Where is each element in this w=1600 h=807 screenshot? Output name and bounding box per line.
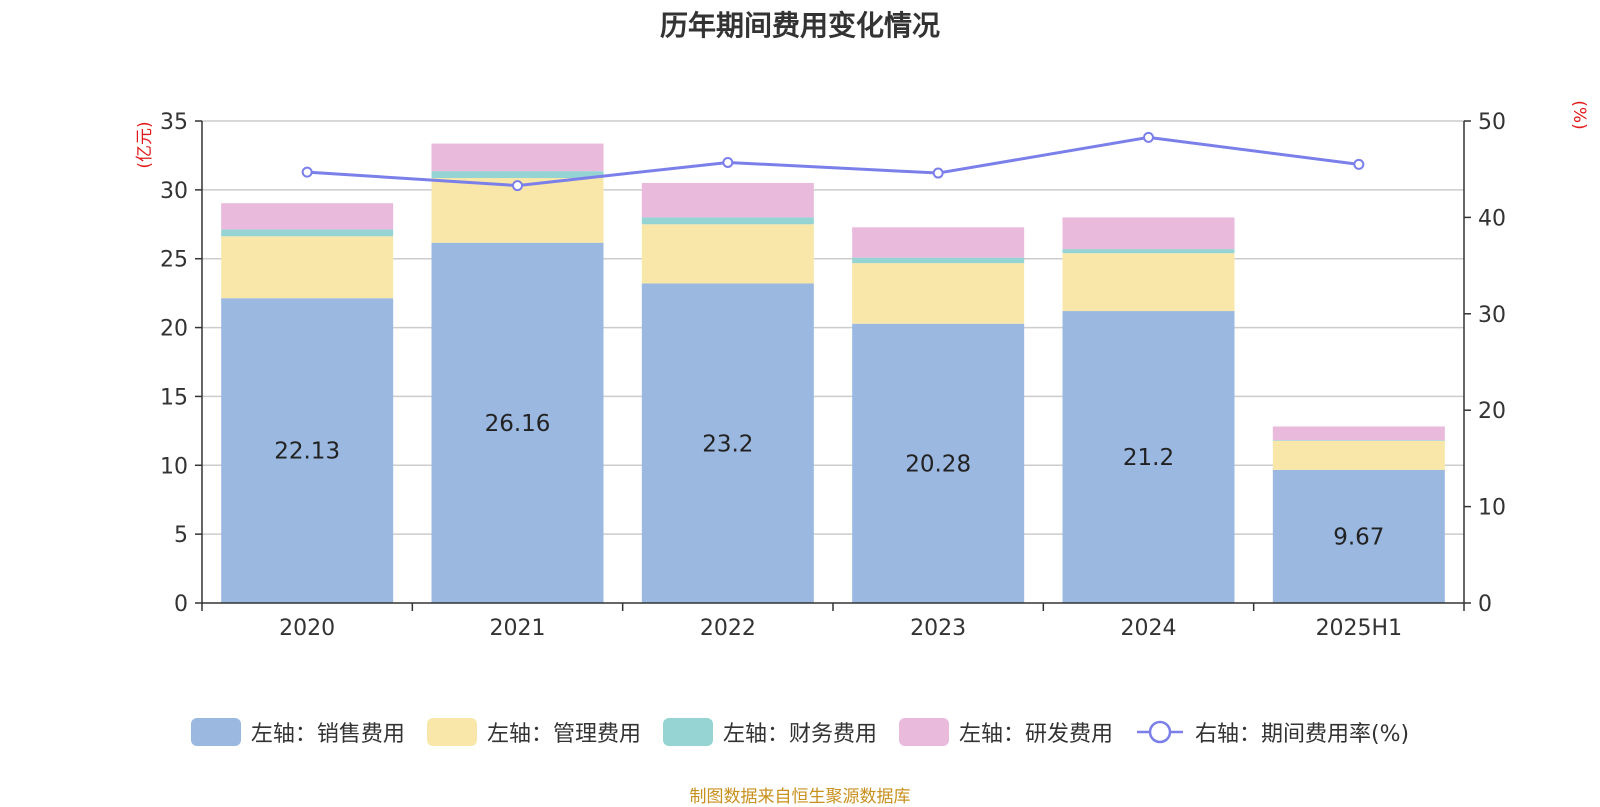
right-tick-label: 50 bbox=[1478, 110, 1506, 135]
legend-item[interactable]: 左轴：销售费用 bbox=[190, 716, 405, 748]
bar-segment bbox=[1062, 249, 1235, 254]
bar-segment bbox=[852, 227, 1025, 258]
legend-swatch bbox=[662, 718, 713, 746]
rate-point bbox=[1143, 131, 1154, 143]
rate-point bbox=[932, 167, 944, 179]
legend-item[interactable]: 右轴：期间费用率(%) bbox=[1135, 716, 1409, 748]
right-axis-unit: (%) bbox=[1569, 100, 1589, 129]
rate-point bbox=[1353, 158, 1365, 170]
bar-segment bbox=[641, 283, 814, 603]
left-tick-label: 30 bbox=[160, 179, 188, 204]
left-tick-label: 25 bbox=[160, 248, 188, 273]
legend-swatch bbox=[426, 718, 477, 746]
rate-point bbox=[512, 180, 523, 192]
bar-data-label: 21.2 bbox=[1123, 445, 1174, 471]
rate-point bbox=[301, 166, 313, 178]
bar-segment bbox=[431, 242, 604, 603]
legend-line-swatch bbox=[1136, 720, 1183, 744]
bar-segment bbox=[1272, 440, 1445, 470]
legend-swatch bbox=[190, 718, 241, 746]
bar-data-label: 23.2 bbox=[702, 431, 753, 457]
bar-segment bbox=[1272, 469, 1445, 603]
bar-segment bbox=[1062, 311, 1235, 603]
left-tick-label: 20 bbox=[160, 317, 188, 342]
bar-segment bbox=[641, 182, 814, 218]
bar-data-label: 20.28 bbox=[905, 451, 971, 477]
bar-segment bbox=[221, 236, 394, 299]
right-tick-label: 0 bbox=[1478, 592, 1492, 617]
data-source-note: 制图数据来自恒生聚源数据库 bbox=[689, 787, 911, 807]
bar-segment bbox=[221, 203, 394, 230]
x-tick-label: 2023 bbox=[910, 616, 966, 641]
legend-label: 左轴：财务费用 bbox=[722, 722, 877, 747]
bar-data-label: 26.16 bbox=[485, 411, 551, 437]
legend-label: 左轴：管理费用 bbox=[486, 722, 641, 747]
legend-label: 左轴：研发费用 bbox=[958, 722, 1113, 747]
legend-item[interactable]: 左轴：管理费用 bbox=[426, 716, 641, 748]
legend-swatch bbox=[898, 718, 949, 746]
right-tick-label: 30 bbox=[1478, 303, 1506, 328]
x-tick-label: 2024 bbox=[1121, 616, 1177, 641]
left-tick-label: 35 bbox=[160, 110, 188, 135]
left-tick-label: 15 bbox=[160, 385, 188, 410]
rate-point bbox=[722, 156, 734, 168]
x-tick-label: 2021 bbox=[490, 616, 546, 641]
bar-segment bbox=[1272, 426, 1445, 441]
chart-title: 历年期间费用变化情况 bbox=[659, 9, 940, 42]
bar-segment bbox=[431, 143, 604, 172]
bar-segment bbox=[1272, 440, 1445, 441]
legend-label: 左轴：销售费用 bbox=[250, 722, 405, 747]
legend-item[interactable]: 左轴：财务费用 bbox=[662, 716, 877, 748]
left-axis-unit: (亿元) bbox=[135, 121, 155, 168]
bar-segment bbox=[1062, 217, 1235, 250]
right-tick-label: 20 bbox=[1478, 399, 1506, 424]
left-tick-label: 10 bbox=[160, 454, 188, 479]
rate-line bbox=[307, 135, 1360, 188]
bar-segment bbox=[1062, 253, 1235, 312]
legend-label: 右轴：期间费用率(%) bbox=[1194, 722, 1410, 747]
legend-item[interactable]: 左轴：研发费用 bbox=[898, 716, 1113, 748]
bar-data-label: 9.67 bbox=[1333, 524, 1384, 550]
bar-segment bbox=[641, 217, 814, 225]
bar-segment bbox=[641, 224, 814, 284]
right-tick-label: 10 bbox=[1478, 496, 1506, 521]
right-tick-label: 40 bbox=[1478, 206, 1506, 231]
bar-segment bbox=[852, 257, 1025, 264]
bar-segment bbox=[221, 229, 394, 237]
bar-segment bbox=[431, 171, 604, 179]
bar-segment bbox=[852, 263, 1025, 324]
chart-legend: 左轴：销售费用 左轴：管理费用 左轴：财务费用 左轴：研发费用 右轴：期间费用率(%) bbox=[0, 716, 1600, 748]
bar-segment bbox=[852, 323, 1025, 603]
left-tick-label: 0 bbox=[174, 592, 188, 617]
left-tick-label: 5 bbox=[174, 523, 188, 548]
x-tick-label: 2020 bbox=[279, 616, 335, 641]
x-tick-label: 2022 bbox=[700, 616, 756, 641]
bar-data-label: 22.13 bbox=[274, 439, 340, 465]
bar-segment bbox=[221, 298, 394, 603]
x-tick-label: 2025H1 bbox=[1316, 616, 1403, 641]
